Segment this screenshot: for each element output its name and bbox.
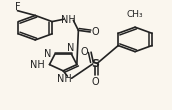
Text: F: F <box>15 3 20 12</box>
Text: N: N <box>44 49 51 59</box>
Text: NH: NH <box>57 74 72 84</box>
Text: S: S <box>91 59 99 69</box>
Text: O: O <box>81 47 89 57</box>
Text: O: O <box>92 27 100 37</box>
Text: O: O <box>92 77 99 87</box>
Text: N: N <box>67 43 74 53</box>
Text: NH: NH <box>61 15 76 25</box>
Text: NH: NH <box>30 60 45 70</box>
Text: CH₃: CH₃ <box>127 10 143 19</box>
